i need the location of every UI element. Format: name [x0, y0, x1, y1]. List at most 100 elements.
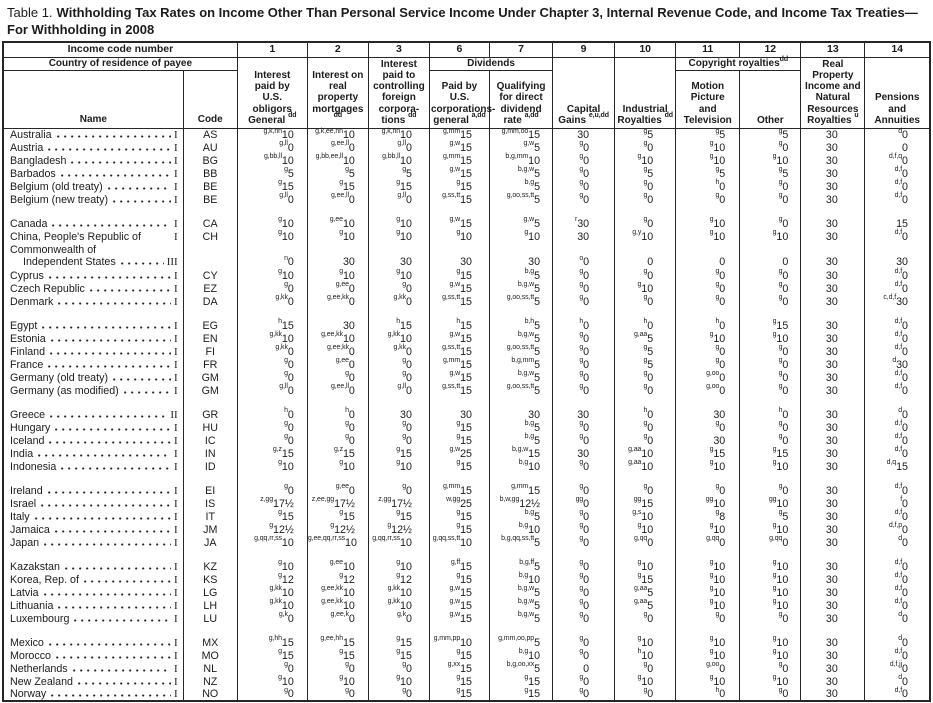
country-name-line: Estonia I: [10, 333, 183, 345]
rate-cell: g10: [739, 572, 802, 587]
col-interest-us-obligors: Interest paid by U.S. obligors General dd: [236, 56, 308, 129]
separator-cell: [552, 397, 616, 409]
rate-cell: 30: [800, 560, 866, 574]
col-capital-gains: Capital Gains e,u,dd: [552, 56, 616, 129]
rate-cell: h0: [614, 318, 677, 333]
separator-cell: [2, 206, 184, 218]
rate-cell: g,qq,rr,ss10: [236, 535, 308, 550]
rate-cell: d,f0: [864, 229, 931, 244]
rate-cell: g,oo,ss,tt5: [488, 192, 554, 207]
rate-cell: d,f0: [864, 370, 931, 385]
rate-cell: g,qq0: [614, 535, 677, 550]
country-name-line2: Independent States III: [10, 256, 183, 268]
rate-cell: g,w15: [428, 216, 491, 231]
country-name-line: Kazakstan I: [10, 561, 183, 573]
country-code-cell: HU: [182, 421, 238, 435]
rate-cell: g0: [739, 661, 802, 676]
rate-cell: g,mm15: [428, 128, 491, 142]
rate-cell: g,ee0: [306, 357, 369, 372]
rate-cell: g0: [552, 268, 616, 283]
rate-cell: 30: [367, 243, 430, 270]
country-name-cell: Norway I: [2, 688, 184, 702]
country-row: Morocco I MO g15 g15 g15 g15 b,g10 g0 h10 g10 g10 30…: [2, 648, 931, 663]
rate-cell: 30: [552, 408, 616, 422]
rate-cell: g5: [739, 509, 802, 524]
country-name-line: Belgium (old treaty) I: [10, 181, 183, 193]
rate-cell: g10: [614, 635, 677, 650]
rate-cell: g15: [488, 687, 554, 702]
rate-cell: g0: [739, 281, 802, 296]
country-name-line: Czech Republic I: [10, 283, 183, 295]
rate-cell: g0: [614, 483, 677, 498]
country-name-line: Bangladesh I: [10, 155, 183, 167]
rate-cell: g0: [306, 687, 369, 702]
rate-cell: g10: [236, 559, 308, 574]
rate-cell: g0: [552, 433, 616, 448]
rate-cell: g10: [675, 559, 741, 574]
rate-cell: f0: [864, 496, 931, 511]
country-code-cell: LU: [182, 612, 238, 626]
country-name-cell: Egypt I: [2, 319, 184, 333]
separator-cell: [367, 473, 430, 485]
rate-cell: 30: [800, 612, 866, 626]
treaty-class-numeral: I: [174, 332, 178, 345]
separator-cell: [675, 549, 741, 561]
rate-cell: 0: [739, 243, 802, 270]
treaty-class-numeral: I: [174, 586, 178, 599]
rate-cell: d,f0: [864, 648, 931, 663]
rate-cell: g0: [552, 535, 616, 550]
rate-cell: z,ee,gg17½: [306, 496, 369, 511]
country-name: Greece: [10, 408, 46, 421]
country-row: Canada I CA g10 g,ee10 g10 g,w15 g,w5 r30 g0 g10 g0…: [2, 216, 931, 231]
col-copyright-other: Other: [739, 69, 802, 129]
country-row: Italy I IT g15 g15 g15 g15 b,g5 g0 g,s10 g8 g5 30 d,f…: [2, 509, 931, 524]
code-number-3: 3: [367, 41, 430, 58]
dot-leader: [55, 655, 172, 659]
country-name: Belgium (old treaty): [10, 180, 103, 193]
group-separator-row: [2, 473, 931, 485]
rate-cell: g,s10: [614, 509, 677, 524]
separator-cell: [488, 308, 554, 320]
country-name: Netherlands: [10, 662, 68, 675]
country-row: Finland I FI g,kk0 g,ee,kk0 g,kk0 g,ss,tt15 g,o…: [2, 344, 931, 359]
country-name: Norway: [10, 688, 47, 701]
group-separator-row: [2, 549, 931, 561]
country-name-cell: Greece II: [2, 408, 184, 422]
rate-cell: g15: [428, 179, 491, 194]
rate-cell: g15: [367, 648, 430, 663]
treaty-class-numeral: I: [174, 573, 178, 586]
col-pensions-annuities: Pensions and Annuities: [864, 56, 931, 129]
rate-cell: g10: [614, 153, 677, 168]
rate-cell: b,g5: [488, 420, 554, 435]
rate-cell: d,f0: [864, 318, 931, 333]
rate-cell: g15: [428, 420, 491, 435]
rate-cell: 30: [800, 586, 866, 600]
rate-cell: g0: [552, 559, 616, 574]
separator-cell: [800, 206, 866, 218]
country-name-line: Luxembourg I: [10, 613, 183, 625]
rate-cell: g10: [675, 229, 741, 244]
rate-cell: g0: [675, 420, 741, 435]
col-dividends-general: Paid by U.S. corporations-general a,dd: [428, 69, 495, 129]
rate-cell: g5: [739, 128, 802, 142]
country-code-cell: GR: [182, 408, 238, 422]
treaty-class-numeral: I: [174, 384, 178, 397]
rate-cell: 30: [800, 675, 866, 689]
rate-cell: 30: [800, 497, 866, 511]
title-text: Withholding Tax Rates on Income Other Th…: [7, 5, 918, 37]
country-name-line: Cyprus I: [10, 270, 183, 282]
rate-cell: 30: [367, 408, 430, 422]
rate-cell: g,kk0: [236, 294, 308, 309]
rate-cell: g0: [552, 635, 616, 650]
separator-cell: [864, 206, 931, 218]
rate-cell: g0: [552, 611, 616, 626]
withholding-tax-table: Income code number 1 2 3 6 7 9 10 11 12 …: [2, 41, 931, 703]
country-name-cell: Australia I: [2, 128, 184, 142]
rate-cell: g0: [614, 294, 677, 309]
dot-leader: [55, 427, 172, 431]
country-name-cell: Finland I: [2, 345, 184, 359]
rate-cell: g0: [739, 357, 802, 372]
treaty-class-numeral: I: [174, 141, 178, 154]
country-name-cell: Belgium (old treaty) I: [2, 180, 184, 194]
rate-cell: g0: [552, 383, 616, 398]
